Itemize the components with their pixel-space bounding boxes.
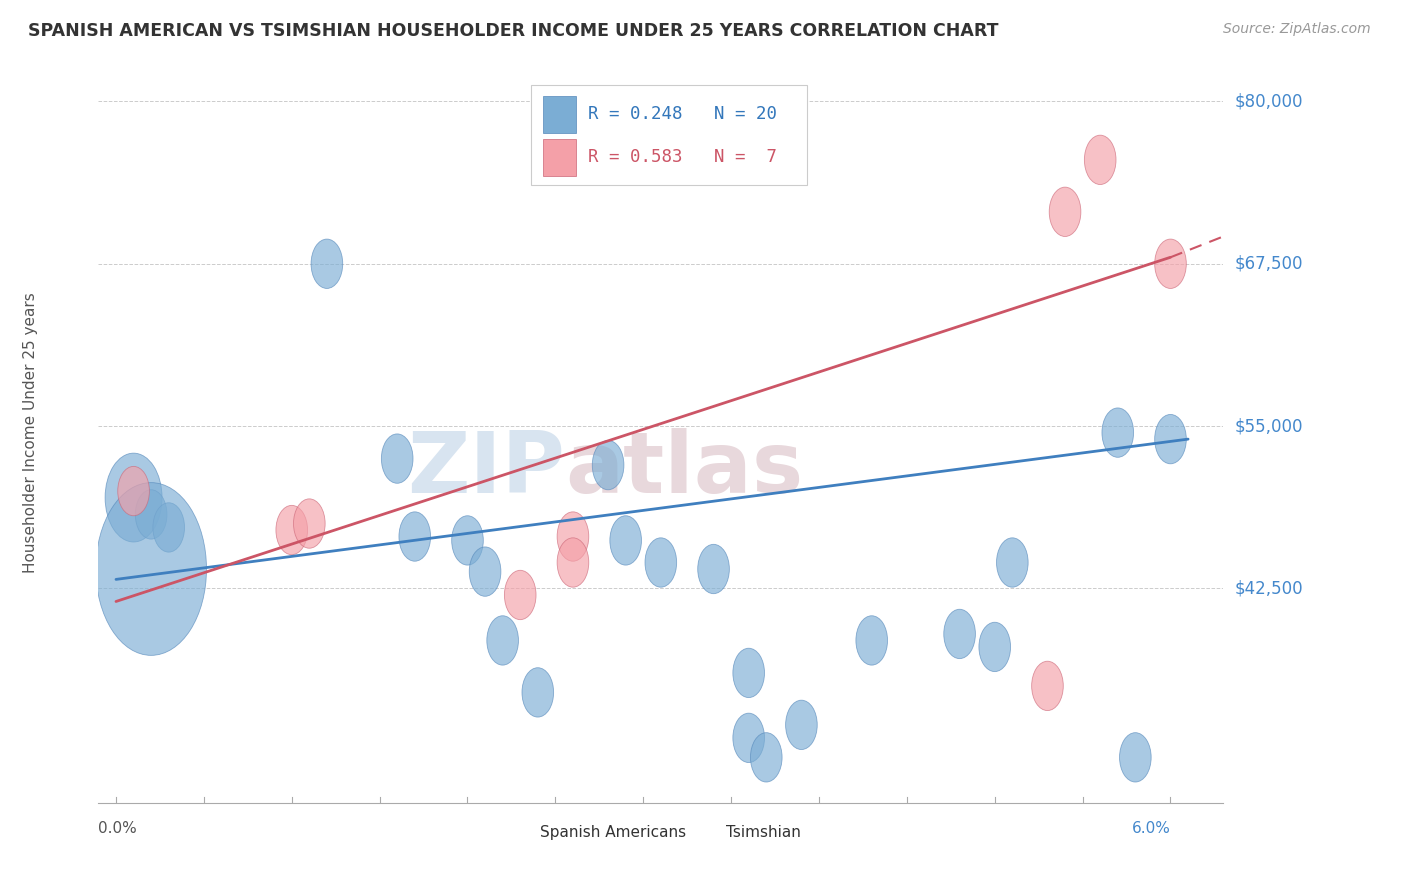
Text: SPANISH AMERICAN VS TSIMSHIAN HOUSEHOLDER INCOME UNDER 25 YEARS CORRELATION CHAR: SPANISH AMERICAN VS TSIMSHIAN HOUSEHOLDE… bbox=[28, 22, 998, 40]
Ellipse shape bbox=[645, 538, 676, 587]
Text: R = 0.583   N =  7: R = 0.583 N = 7 bbox=[588, 148, 776, 166]
Ellipse shape bbox=[470, 547, 501, 596]
Ellipse shape bbox=[1154, 239, 1187, 288]
Text: R = 0.248   N = 20: R = 0.248 N = 20 bbox=[588, 105, 776, 123]
Ellipse shape bbox=[96, 483, 207, 656]
Ellipse shape bbox=[153, 503, 184, 552]
Ellipse shape bbox=[979, 623, 1011, 672]
Ellipse shape bbox=[118, 467, 149, 516]
Ellipse shape bbox=[1154, 415, 1187, 464]
FancyBboxPatch shape bbox=[543, 95, 576, 133]
Ellipse shape bbox=[505, 570, 536, 620]
Text: atlas: atlas bbox=[565, 428, 803, 511]
Text: ZIP: ZIP bbox=[408, 428, 565, 511]
Ellipse shape bbox=[733, 648, 765, 698]
Ellipse shape bbox=[294, 499, 325, 549]
Text: Source: ZipAtlas.com: Source: ZipAtlas.com bbox=[1223, 22, 1371, 37]
Ellipse shape bbox=[786, 700, 817, 749]
Ellipse shape bbox=[557, 538, 589, 587]
Ellipse shape bbox=[105, 453, 162, 542]
Ellipse shape bbox=[451, 516, 484, 566]
Text: $80,000: $80,000 bbox=[1234, 93, 1303, 111]
Ellipse shape bbox=[311, 239, 343, 288]
Ellipse shape bbox=[276, 506, 308, 555]
Ellipse shape bbox=[557, 512, 589, 561]
Text: 0.0%: 0.0% bbox=[98, 822, 138, 837]
Ellipse shape bbox=[399, 512, 430, 561]
Text: $55,000: $55,000 bbox=[1234, 417, 1303, 435]
FancyBboxPatch shape bbox=[531, 85, 807, 185]
Ellipse shape bbox=[1084, 136, 1116, 185]
Ellipse shape bbox=[856, 615, 887, 665]
Text: $42,500: $42,500 bbox=[1234, 580, 1303, 598]
FancyBboxPatch shape bbox=[683, 822, 714, 844]
Ellipse shape bbox=[1032, 661, 1063, 711]
Ellipse shape bbox=[610, 516, 641, 566]
Ellipse shape bbox=[592, 441, 624, 490]
Ellipse shape bbox=[381, 434, 413, 483]
Text: $67,500: $67,500 bbox=[1234, 255, 1303, 273]
Text: 6.0%: 6.0% bbox=[1132, 822, 1171, 837]
Ellipse shape bbox=[733, 714, 765, 763]
Ellipse shape bbox=[486, 615, 519, 665]
Ellipse shape bbox=[1119, 732, 1152, 782]
Ellipse shape bbox=[997, 538, 1028, 587]
FancyBboxPatch shape bbox=[543, 138, 576, 176]
Ellipse shape bbox=[522, 668, 554, 717]
Ellipse shape bbox=[943, 609, 976, 658]
Ellipse shape bbox=[751, 732, 782, 782]
Ellipse shape bbox=[135, 490, 167, 539]
Ellipse shape bbox=[1049, 187, 1081, 236]
Text: Householder Income Under 25 years: Householder Income Under 25 years bbox=[24, 293, 38, 573]
Ellipse shape bbox=[1102, 408, 1133, 458]
Text: Spanish Americans: Spanish Americans bbox=[540, 825, 686, 840]
Text: Tsimshian: Tsimshian bbox=[725, 825, 801, 840]
FancyBboxPatch shape bbox=[498, 822, 529, 844]
Ellipse shape bbox=[697, 544, 730, 594]
